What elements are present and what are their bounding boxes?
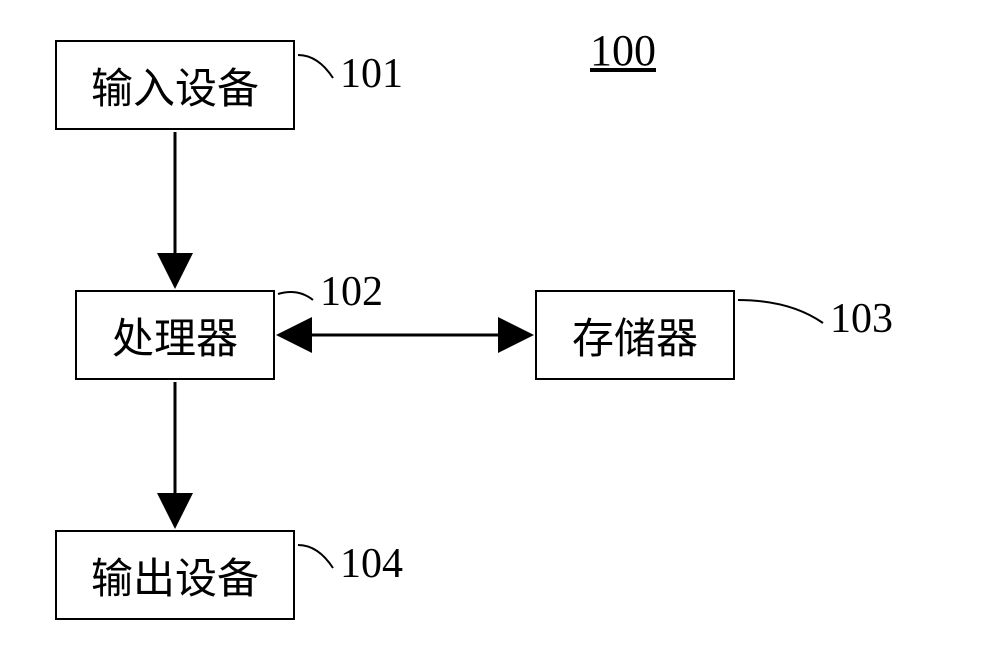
diagram-canvas: 100 输入设备 101 处理器 102 存储器 103 输出设备 104 [0,0,1000,664]
edge-processor-memory-bidir [0,0,1000,664]
